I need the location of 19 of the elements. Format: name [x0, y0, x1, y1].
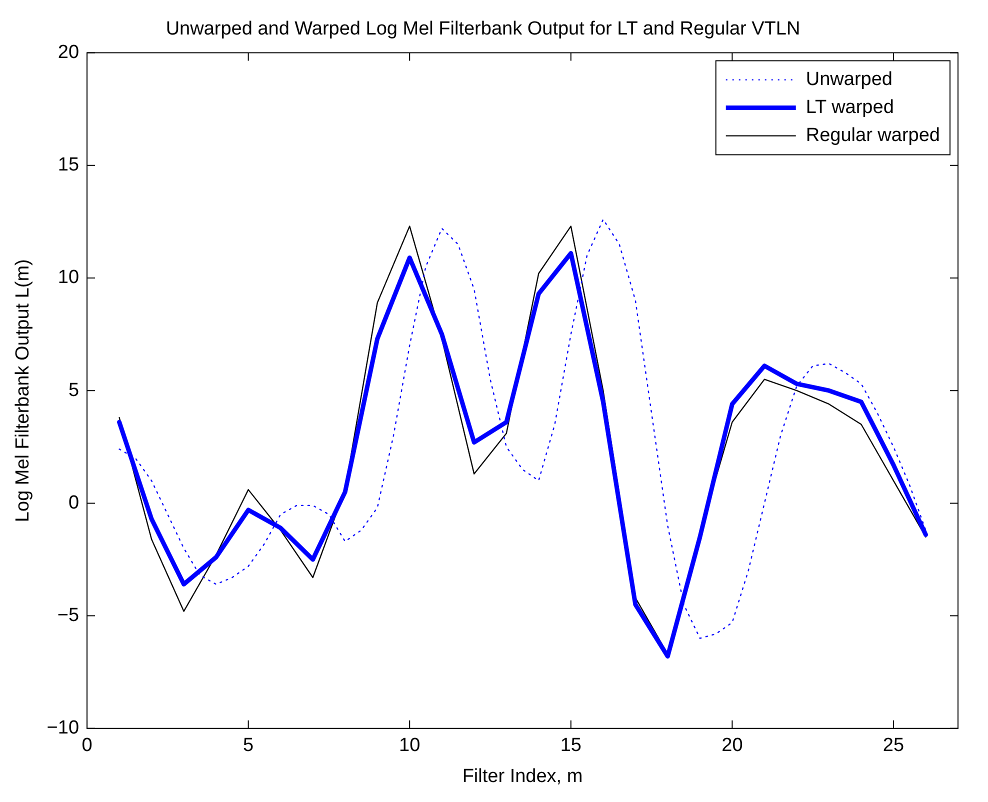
legend-label: Regular warped [806, 125, 940, 146]
y-tick-label: −10 [46, 718, 80, 739]
chart-title: Unwarped and Warped Log Mel Filterbank Output for LT and Regular VTLN [166, 18, 800, 40]
x-tick-label: 25 [882, 735, 904, 756]
y-tick-label: 15 [58, 154, 80, 176]
y-tick-label: −5 [57, 605, 80, 626]
x-tick-label: 0 [82, 735, 92, 756]
y-tick-label: 10 [58, 267, 80, 288]
y-tick-label: 0 [68, 492, 80, 514]
x-tick-label: 20 [722, 735, 743, 756]
x-tick-label: 10 [399, 735, 420, 756]
legend-label: LT warped [806, 97, 894, 118]
y-tick-label: 5 [68, 380, 80, 401]
y-tick-label: 20 [58, 42, 80, 64]
x-tick-label: 15 [560, 735, 582, 756]
x-axis-title: Filter Index, m [462, 766, 583, 787]
y-axis-title: Log Mel Filterbank Output L(m) [12, 259, 34, 522]
legend-label: Unwarped [806, 69, 892, 90]
x-tick-label: 5 [243, 735, 254, 756]
